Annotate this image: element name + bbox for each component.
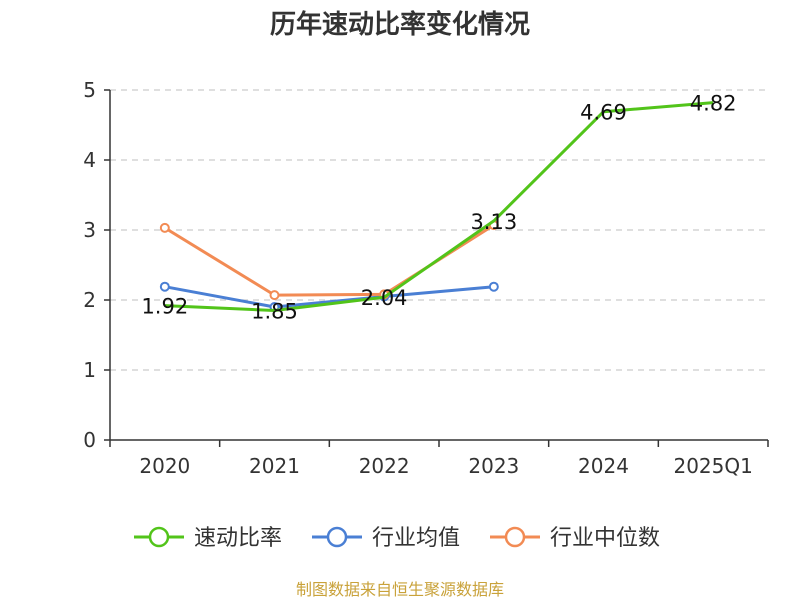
legend-label: 行业中位数 (550, 526, 660, 551)
axes: 0 1 2 3 4 5 2020 2021 2022 2023 2024 2025Q1 (83, 78, 769, 478)
y-tick-label: 2 (83, 288, 96, 312)
series-line (164, 101, 714, 312)
x-tick-label: 2022 (359, 454, 410, 478)
data-label: 4.69 (580, 101, 627, 125)
series-point (488, 281, 499, 292)
y-tick-label: 0 (83, 428, 96, 452)
x-tick-label: 2021 (249, 454, 300, 478)
legend-marker (504, 526, 526, 548)
data-label: 4.82 (690, 92, 737, 116)
series-point (269, 290, 280, 301)
series-point (159, 222, 170, 233)
y-tick-label: 3 (83, 218, 96, 242)
x-tick-label: 2025Q1 (673, 454, 752, 478)
x-tick-label: 2020 (139, 454, 190, 478)
data-label: 2.04 (361, 286, 408, 310)
x-tick-label: 2023 (468, 454, 519, 478)
series-group (159, 101, 714, 312)
data-label: 1.85 (251, 300, 298, 324)
source-note: 制图数据来自恒生聚源数据库 (296, 580, 504, 599)
data-label: 1.92 (141, 295, 188, 319)
legend: 速动比率 行业均值 行业中位数 (134, 526, 660, 551)
series-line (164, 223, 495, 297)
legend-marker (148, 526, 170, 548)
grid-lines (110, 89, 768, 371)
chart-title: 历年速动比率变化情况 (270, 9, 530, 40)
legend-label: 速动比率 (194, 526, 282, 551)
x-tick-label: 2024 (578, 454, 629, 478)
series-point (159, 281, 170, 292)
data-labels: 1.92 1.85 2.04 3.13 4.69 4.82 (141, 92, 736, 324)
y-tick-label: 5 (83, 78, 96, 102)
data-label: 3.13 (470, 210, 517, 234)
legend-label: 行业均值 (372, 526, 460, 551)
series-line (164, 285, 494, 309)
y-tick-label: 4 (83, 148, 96, 172)
y-tick-label: 1 (83, 358, 96, 382)
legend-marker (326, 526, 348, 548)
